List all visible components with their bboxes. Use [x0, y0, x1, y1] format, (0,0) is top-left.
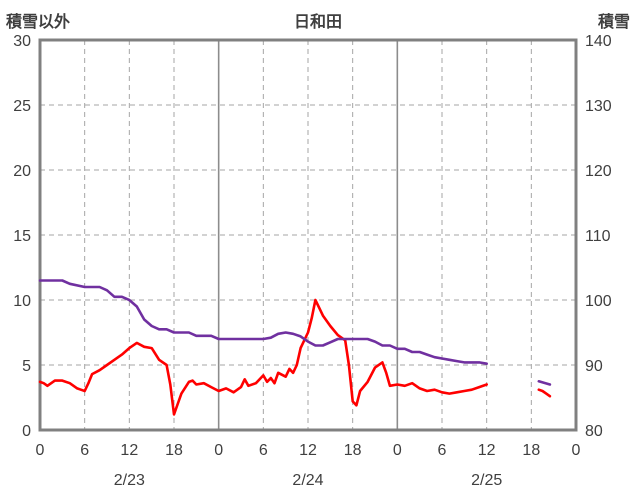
y-left-tick-label: 15: [13, 228, 31, 245]
y-right-tick-label: 120: [585, 163, 612, 180]
y-right-tick-label: 90: [585, 358, 603, 375]
x-tick-label: 18: [344, 442, 362, 459]
y-left-tick-label: 25: [13, 98, 31, 115]
y-left-tick-label: 0: [22, 423, 31, 440]
x-tick-label: 18: [522, 442, 540, 459]
y-right-tick-label: 140: [585, 33, 612, 50]
x-tick-label: 12: [120, 442, 138, 459]
y-left-tick-label: 30: [13, 33, 31, 50]
x-tick-label: 0: [36, 442, 45, 459]
plot-border: [38, 38, 578, 432]
left-axis-title: 積雪以外: [6, 14, 71, 31]
x-tick-label: 6: [259, 442, 268, 459]
y-left-tick-label: 5: [22, 358, 31, 375]
x-date-label: 2/24: [292, 472, 323, 489]
x-tick-label: 0: [393, 442, 402, 459]
x-tick-label: 12: [299, 442, 317, 459]
x-tick-label: 0: [572, 442, 581, 459]
y-right-tick-label: 130: [585, 98, 612, 115]
x-tick-label: 6: [438, 442, 447, 459]
chart-title: 日和田: [293, 14, 342, 31]
y-left-tick-label: 10: [13, 293, 31, 310]
y-right-tick-label: 110: [585, 228, 611, 245]
x-tick-label: 18: [165, 442, 183, 459]
y-right-tick-label: 100: [585, 293, 612, 310]
x-date-label: 2/25: [471, 472, 502, 489]
right-axis-title: 積雪: [597, 14, 630, 31]
x-tick-label: 0: [214, 442, 223, 459]
series-line-1: [38, 279, 489, 366]
series-line-0: [38, 298, 489, 416]
y-right-tick-label: 80: [585, 423, 603, 440]
y-left-tick-label: 20: [13, 163, 31, 180]
series-line-1: [537, 379, 552, 386]
series-line-0: [537, 388, 552, 398]
x-tick-label: 12: [478, 442, 496, 459]
x-tick-label: 6: [80, 442, 89, 459]
x-date-label: 2/23: [114, 472, 145, 489]
